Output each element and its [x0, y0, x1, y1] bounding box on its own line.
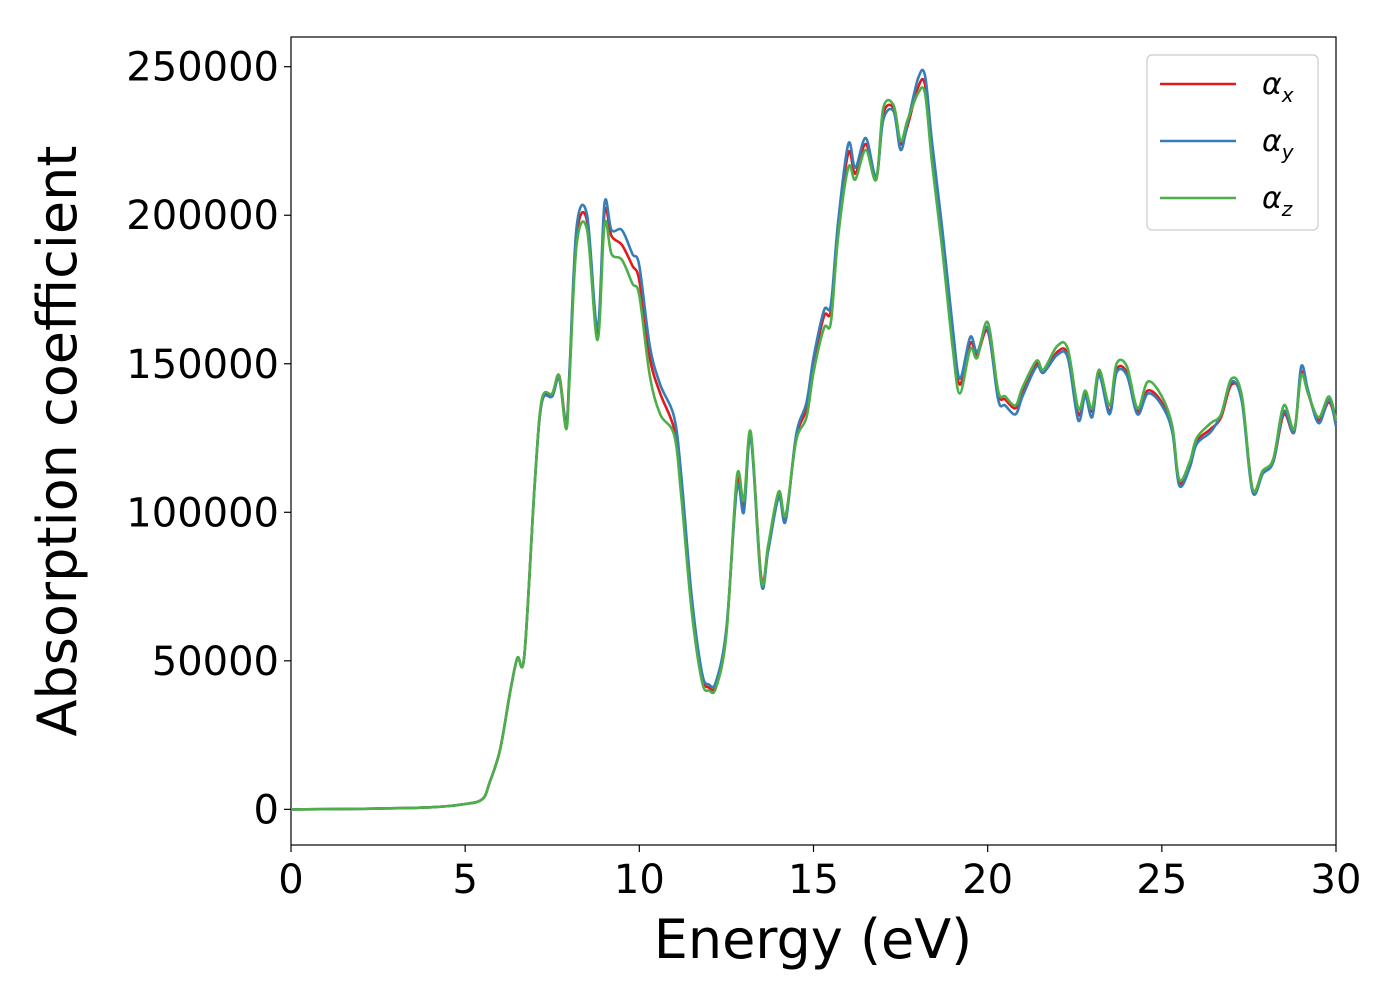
- legend-entries: αx αy αz: [1160, 67, 1295, 221]
- legend-label-x: αx: [1262, 67, 1294, 107]
- y-tick-label: 200000: [126, 193, 279, 239]
- x-tick-label: 30: [1311, 857, 1362, 903]
- x-tick-label: 10: [614, 857, 665, 903]
- legend-label-z: αz: [1262, 181, 1293, 221]
- y-tick-label: 100000: [126, 490, 279, 536]
- x-tick-label: 20: [962, 857, 1013, 903]
- tick-layer: 0 5 10 15 20 25 30 0 50000 100000 150000 200000 2500…: [126, 45, 1361, 903]
- legend: αx αy αz: [1146, 54, 1319, 231]
- y-tick-label: 250000: [126, 45, 279, 91]
- x-tick-label: 25: [1136, 857, 1187, 903]
- legend-label-y: αy: [1262, 124, 1295, 164]
- series-line-z: [290, 85, 1338, 811]
- x-tick-label: 15: [788, 857, 839, 903]
- y-axis-title: Absorption coefficient: [26, 146, 89, 737]
- x-tick-label: 5: [452, 857, 477, 903]
- x-tick-label: 0: [278, 857, 303, 903]
- y-tick-label: 150000: [126, 342, 279, 388]
- y-tick-label: 0: [254, 787, 279, 833]
- legend-box: [1146, 54, 1319, 231]
- y-tick-label: 50000: [152, 639, 279, 685]
- x-axis-title: Energy (eV): [654, 908, 973, 971]
- series-layer: [290, 68, 1338, 811]
